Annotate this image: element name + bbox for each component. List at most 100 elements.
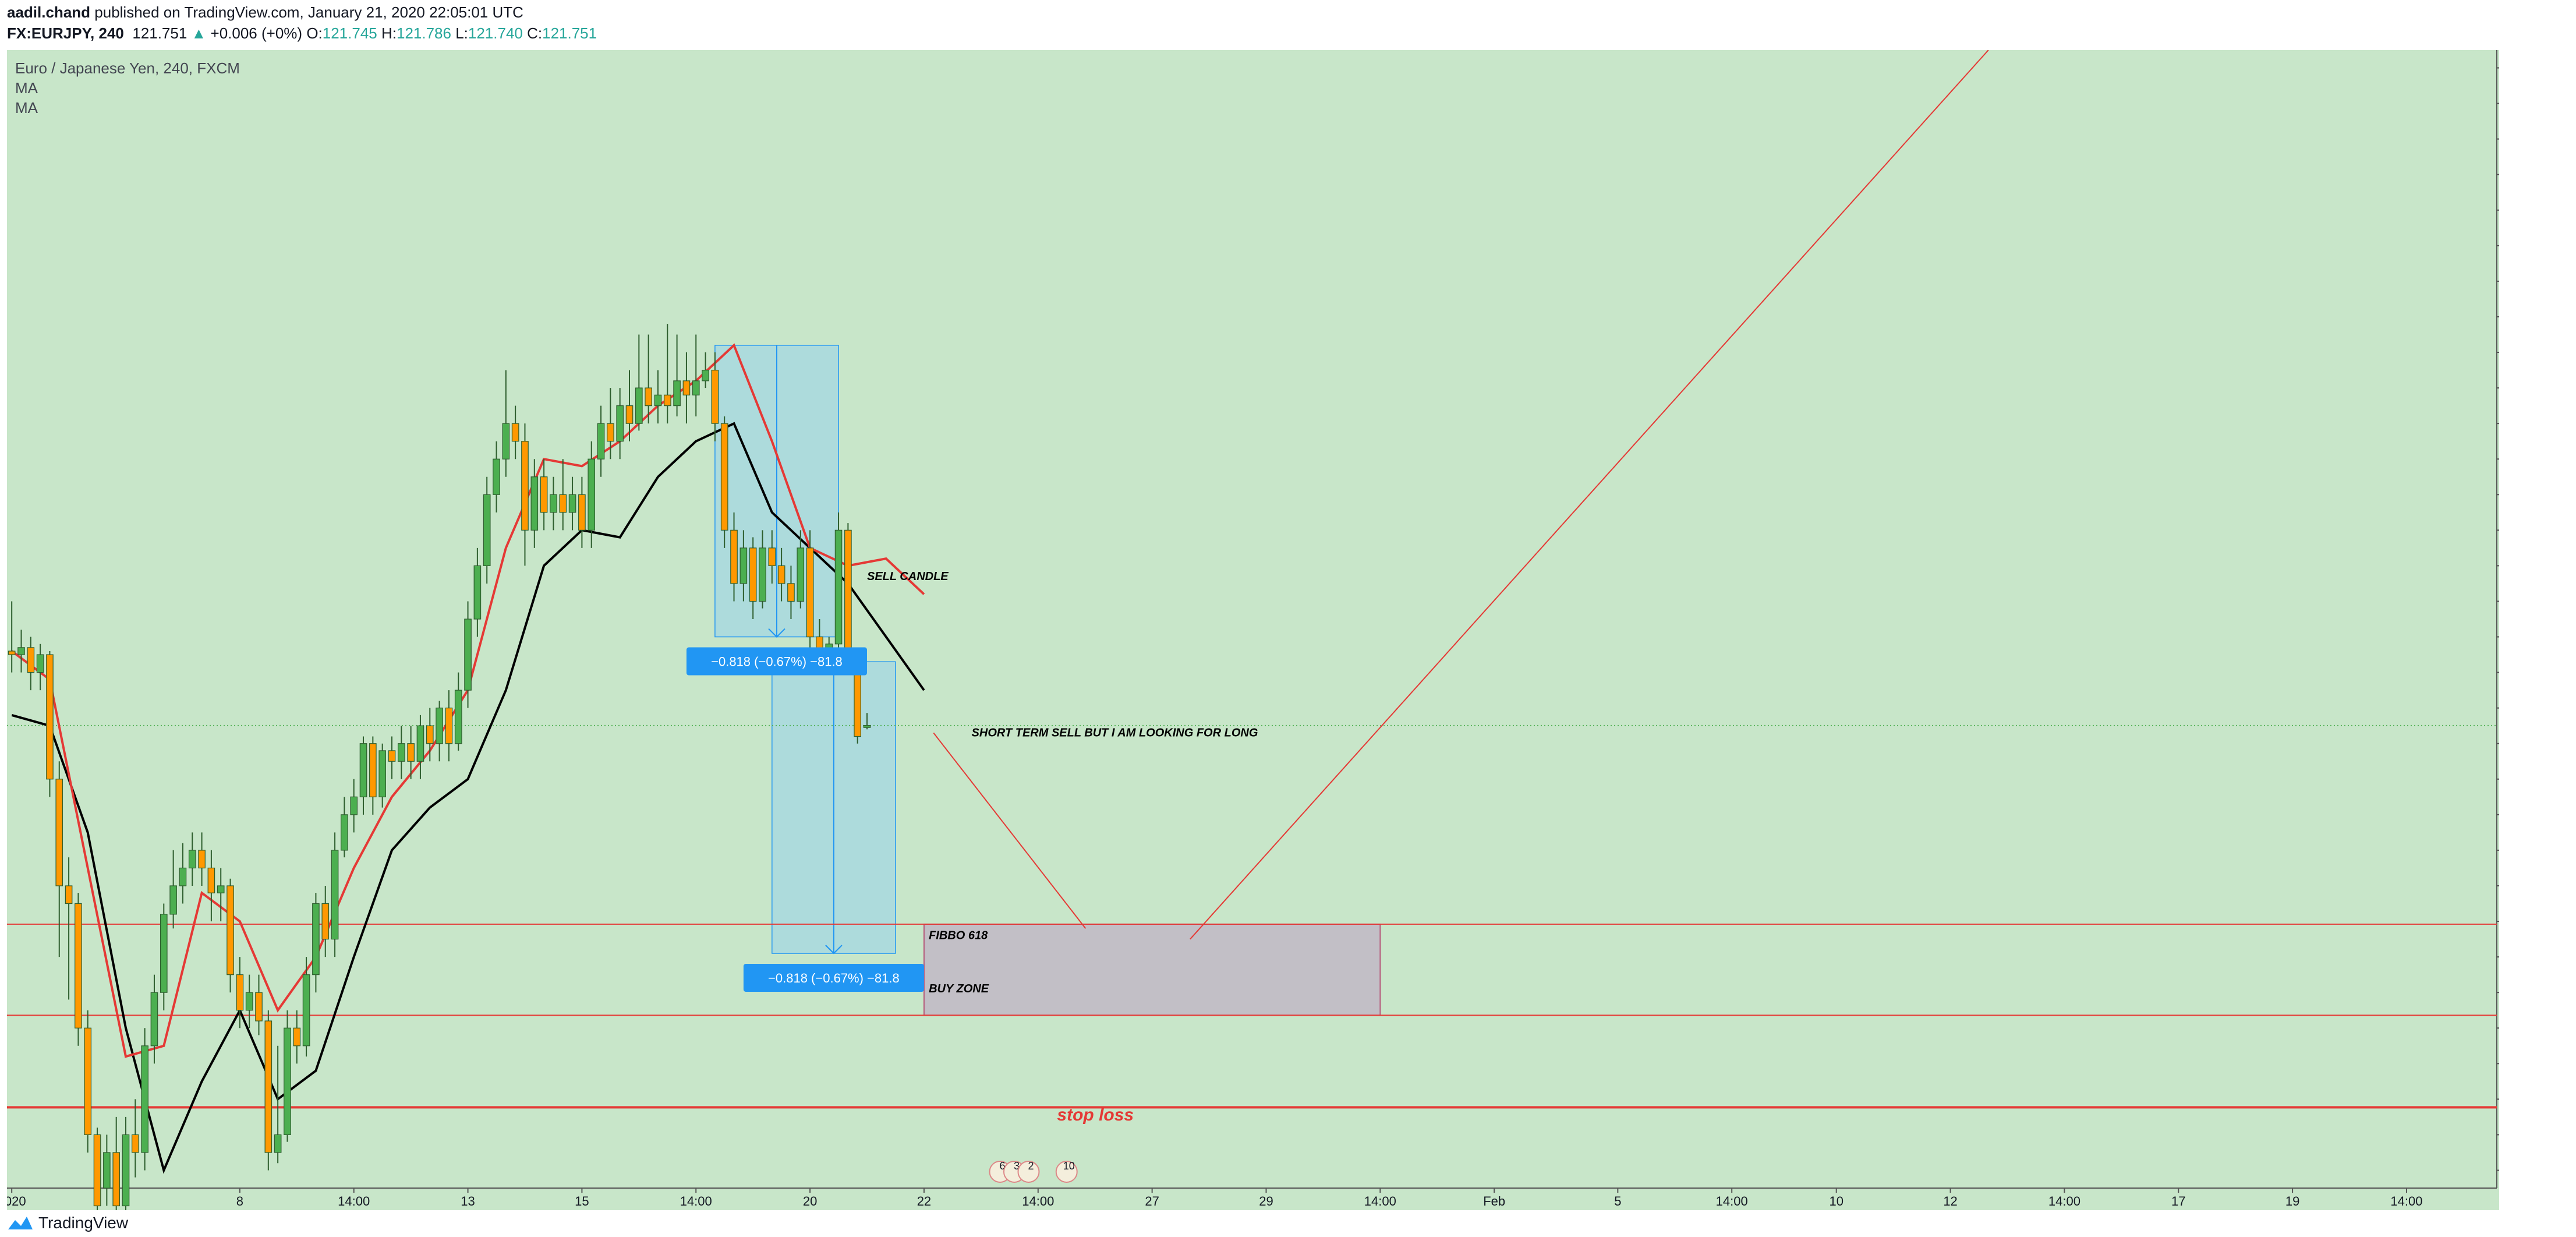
- candle[interactable]: [702, 352, 709, 388]
- author-name[interactable]: aadil.chand: [7, 3, 91, 21]
- candle[interactable]: [84, 1010, 92, 1153]
- candle[interactable]: [8, 601, 16, 673]
- candle[interactable]: [169, 850, 177, 929]
- ma-slow-line[interactable]: [11, 422, 925, 1174]
- candle[interactable]: [122, 1116, 130, 1224]
- candle[interactable]: [454, 672, 462, 751]
- candle[interactable]: [112, 1116, 120, 1224]
- candle[interactable]: [36, 644, 44, 691]
- event-marker-icon[interactable]: [1055, 1161, 1078, 1183]
- candle[interactable]: [521, 423, 529, 566]
- candle[interactable]: [493, 441, 500, 513]
- price-chart[interactable]: 120.500120.600120.700120.800120.900121.0…: [0, 50, 2559, 1224]
- candle[interactable]: [559, 459, 567, 531]
- candle[interactable]: [663, 324, 671, 424]
- candle[interactable]: [160, 903, 168, 1010]
- chart-annotation[interactable]: SHORT TERM SELL BUT I AM LOOKING FOR LON…: [972, 727, 1258, 740]
- candle[interactable]: [359, 736, 367, 815]
- candle[interactable]: [597, 405, 605, 477]
- candle[interactable]: [673, 334, 681, 416]
- candle[interactable]: [635, 334, 643, 431]
- candle[interactable]: [369, 736, 377, 815]
- candle[interactable]: [720, 416, 728, 548]
- candle[interactable]: [578, 476, 586, 548]
- candle[interactable]: [103, 1134, 111, 1206]
- candle[interactable]: [350, 779, 358, 833]
- candle[interactable]: [530, 459, 539, 548]
- candle[interactable]: [341, 797, 348, 858]
- candle[interactable]: [511, 405, 519, 460]
- candle[interactable]: [834, 512, 843, 655]
- candle[interactable]: [46, 651, 54, 797]
- candle[interactable]: [692, 334, 700, 416]
- candle[interactable]: [407, 726, 415, 779]
- candle[interactable]: [502, 370, 510, 477]
- candle[interactable]: [588, 441, 596, 548]
- candle[interactable]: [797, 530, 805, 609]
- candle[interactable]: [768, 530, 776, 584]
- candle[interactable]: [711, 352, 719, 441]
- candle[interactable]: [483, 476, 491, 584]
- candle[interactable]: [293, 1010, 301, 1064]
- candle[interactable]: [312, 893, 320, 993]
- candle[interactable]: [568, 476, 576, 531]
- candle[interactable]: [207, 850, 215, 922]
- candle[interactable]: [331, 832, 339, 957]
- candle[interactable]: [473, 547, 482, 637]
- candle[interactable]: [806, 530, 814, 655]
- candle[interactable]: [550, 476, 557, 531]
- candle[interactable]: [625, 370, 634, 441]
- candle[interactable]: [274, 1045, 282, 1164]
- candle[interactable]: [321, 885, 330, 957]
- chart-annotation[interactable]: SELL CANDLE: [867, 570, 949, 583]
- candle[interactable]: [284, 1010, 291, 1142]
- candle[interactable]: [198, 832, 206, 886]
- trend-line[interactable]: [1190, 50, 1989, 940]
- chart-annotation[interactable]: stop loss: [1057, 1105, 1134, 1125]
- candle[interactable]: [141, 1028, 148, 1171]
- candle[interactable]: [75, 893, 82, 1046]
- candle[interactable]: [739, 530, 748, 602]
- candle[interactable]: [397, 726, 405, 779]
- chart-area[interactable]: 120.500120.600120.700120.800120.900121.0…: [0, 50, 2559, 1224]
- candle[interactable]: [645, 334, 652, 424]
- event-marker-icon[interactable]: [1017, 1161, 1040, 1183]
- candle[interactable]: [654, 370, 662, 424]
- candle[interactable]: [436, 701, 443, 762]
- candle[interactable]: [787, 566, 795, 619]
- candle[interactable]: [426, 708, 434, 762]
- candle[interactable]: [65, 857, 73, 1000]
- chart-annotation[interactable]: FIBBO 618: [929, 929, 988, 942]
- candle[interactable]: [540, 459, 548, 531]
- candle[interactable]: [55, 761, 63, 957]
- candle[interactable]: [188, 832, 196, 886]
- candle[interactable]: [245, 974, 253, 1029]
- candle[interactable]: [236, 957, 244, 1029]
- candle[interactable]: [93, 1128, 101, 1220]
- candle[interactable]: [378, 743, 386, 808]
- candle[interactable]: [759, 530, 766, 609]
- candle[interactable]: [730, 512, 738, 602]
- candle[interactable]: [777, 547, 785, 602]
- candle[interactable]: [416, 715, 424, 779]
- candle[interactable]: [607, 388, 614, 460]
- candle[interactable]: [132, 1099, 139, 1178]
- candle[interactable]: [302, 957, 310, 1057]
- buy-zone-box[interactable]: [923, 923, 1381, 1016]
- candle[interactable]: [179, 843, 187, 904]
- tradingview-logo[interactable]: TradingView: [7, 1214, 128, 1232]
- candle[interactable]: [616, 388, 624, 460]
- trend-line[interactable]: [933, 732, 1087, 929]
- candle[interactable]: [749, 537, 757, 619]
- candle[interactable]: [17, 630, 25, 673]
- candle[interactable]: [217, 868, 225, 922]
- candle[interactable]: [682, 352, 691, 424]
- candle[interactable]: [27, 637, 35, 691]
- candle[interactable]: [150, 974, 158, 1064]
- candle[interactable]: [863, 713, 871, 730]
- price-scale[interactable]: [2497, 50, 2499, 1210]
- candle[interactable]: [445, 690, 453, 762]
- candle[interactable]: [255, 974, 263, 1035]
- candle[interactable]: [464, 601, 472, 708]
- candle[interactable]: [227, 878, 234, 993]
